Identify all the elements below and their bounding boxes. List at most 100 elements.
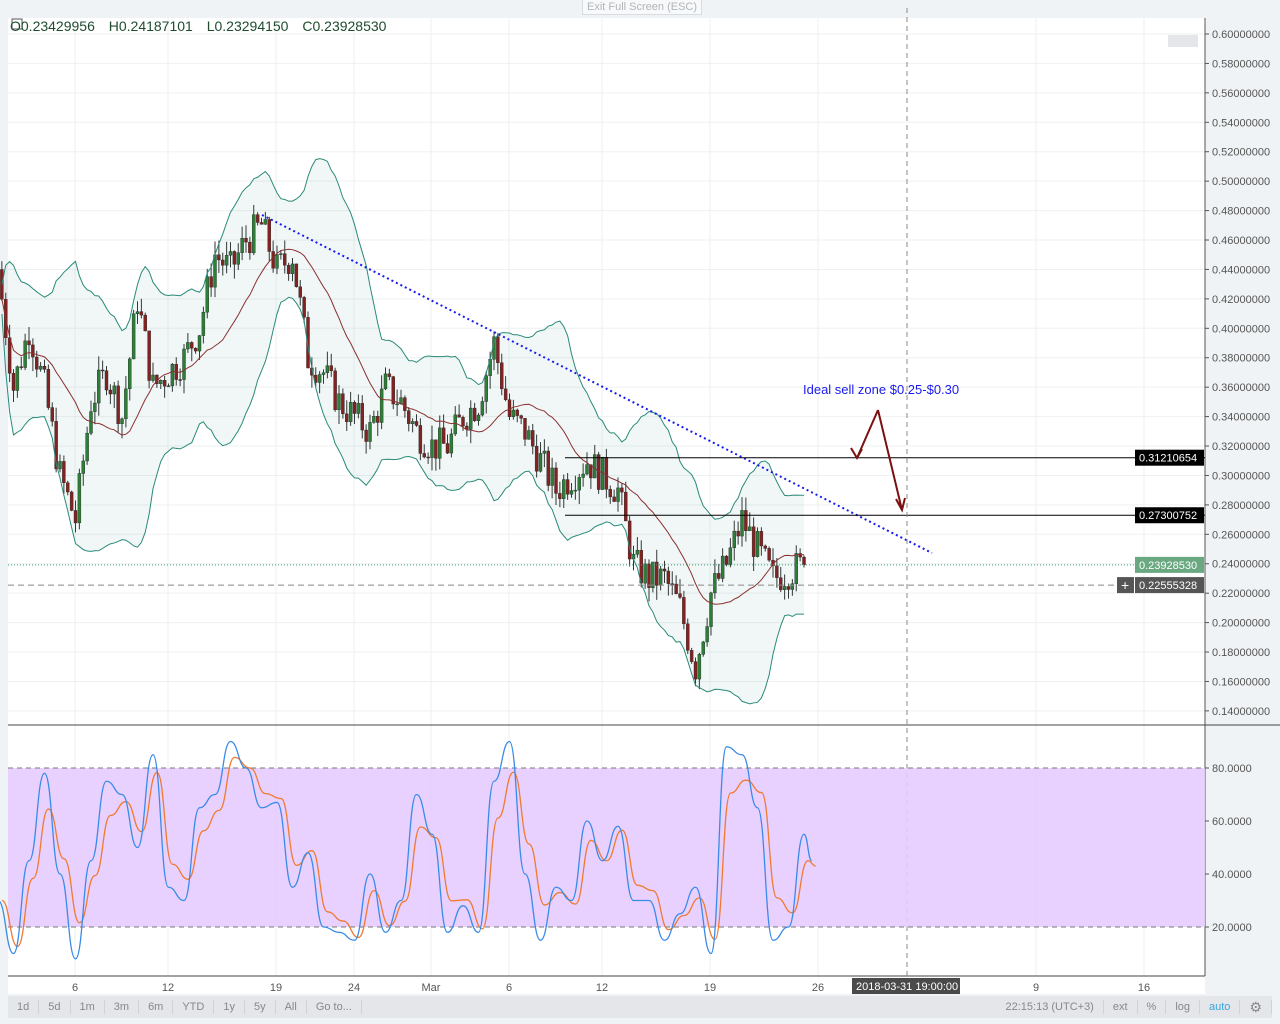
y-tick-label: 0.38000000	[1212, 353, 1270, 365]
candle-body	[736, 530, 740, 537]
candle-body	[709, 592, 713, 627]
y-tick-label: 0.60000000	[1212, 29, 1270, 41]
candle-body	[732, 530, 736, 548]
candle-body	[170, 364, 175, 387]
bottom-toolbar: 1d 5d 1m 3m 6m YTD 1y 5y All Go to... 22:15:13 (U…	[8, 996, 1272, 1018]
candle-body	[798, 553, 802, 558]
candle-body	[244, 237, 248, 243]
range-button-goto[interactable]: Go to...	[307, 1000, 362, 1014]
candle-body	[162, 380, 167, 387]
candle-body	[139, 311, 144, 316]
range-button-3m[interactable]: 3m	[105, 1000, 140, 1014]
candle-body	[356, 403, 361, 414]
candle-body	[306, 317, 310, 369]
x-tick-label: 6	[72, 982, 78, 994]
candle-body	[647, 563, 651, 588]
range-button-1y[interactable]: 1y	[214, 1000, 245, 1014]
x-tick-label: 24	[348, 982, 360, 994]
x-tick-label: Mar	[422, 982, 441, 994]
crosshair-date-bg	[852, 978, 960, 994]
candle-body	[720, 555, 725, 579]
candle-body	[54, 421, 58, 470]
candle-body	[686, 623, 690, 651]
candle-body	[224, 255, 229, 266]
candle-body	[565, 479, 570, 495]
candle-body	[325, 365, 330, 373]
candle-body	[387, 373, 392, 377]
candle-body	[608, 489, 612, 498]
range-button-5y[interactable]: 5y	[245, 1000, 276, 1014]
candle-body	[604, 456, 609, 490]
candle-body	[77, 473, 82, 524]
exit-fullscreen-button[interactable]: Exit Full Screen (ESC)	[582, 0, 703, 15]
candle-body	[232, 251, 237, 265]
candle-body	[128, 358, 132, 390]
candle-body	[348, 402, 353, 423]
candle-body	[255, 214, 260, 223]
y-tick-label: 0.30000000	[1212, 470, 1270, 482]
legend-open: O0.23429956	[10, 18, 95, 34]
%-toggle[interactable]: %	[1138, 1000, 1167, 1014]
candle-body	[352, 402, 357, 414]
candle-body	[794, 553, 798, 584]
range-button-6m[interactable]: 6m	[139, 1000, 174, 1014]
candle-body	[519, 415, 523, 419]
candle-body	[329, 365, 333, 372]
crosshair-price-label-bg	[1135, 577, 1204, 594]
candle-body	[360, 403, 364, 431]
settings-gear-icon[interactable]: ⚙	[1240, 1000, 1272, 1014]
bollinger-upper	[1, 158, 805, 520]
candle-body	[124, 388, 128, 420]
candle-body	[744, 510, 748, 532]
range-button-5d[interactable]: 5d	[39, 1000, 71, 1014]
candle-body	[693, 661, 698, 680]
candle-body	[523, 418, 527, 440]
candle-body	[395, 403, 399, 406]
range-button-all[interactable]: All	[276, 1000, 307, 1014]
candle-body	[35, 356, 39, 370]
candle-body	[42, 365, 47, 370]
log-toggle[interactable]: log	[1166, 1000, 1201, 1014]
candle-body	[166, 385, 171, 388]
candle-body	[767, 548, 771, 561]
candle-body	[655, 561, 659, 586]
candle-body	[546, 450, 550, 486]
y-tick-label: 0.22000000	[1212, 588, 1270, 600]
candle-body	[577, 477, 581, 491]
range-button-1d[interactable]: 1d	[8, 1000, 40, 1014]
candle-body	[441, 427, 446, 444]
candle-body	[240, 237, 244, 253]
range-button-ytd[interactable]: YTD	[173, 1000, 215, 1014]
y-tick-label: 0.34000000	[1212, 412, 1270, 424]
candle-body	[651, 561, 655, 588]
stoch-k-line	[0, 740, 813, 960]
candle-body	[186, 342, 190, 350]
candle-body	[321, 372, 326, 375]
candle-body	[383, 373, 388, 390]
candle-body	[662, 568, 667, 572]
ext-toggle[interactable]: ext	[1104, 1000, 1138, 1014]
candle-body	[438, 427, 442, 459]
candle-body	[430, 439, 434, 458]
candle-body	[434, 439, 438, 459]
candle-body	[159, 380, 163, 384]
candle-body	[236, 252, 240, 265]
y-tick-label: 0.54000000	[1212, 117, 1270, 129]
candle-body	[674, 583, 678, 594]
candle-body	[372, 416, 376, 423]
range-button-1m[interactable]: 1m	[71, 1000, 105, 1014]
auto-toggle[interactable]: auto	[1200, 1000, 1241, 1014]
add-alert-button-bg[interactable]	[1117, 577, 1134, 594]
pane-controls-icon[interactable]	[1168, 35, 1198, 47]
candle-body	[19, 366, 23, 368]
candle-body	[500, 362, 504, 390]
candle-body	[775, 565, 779, 578]
candle-body	[182, 348, 186, 380]
candle-body	[221, 259, 225, 266]
candle-body	[624, 491, 628, 522]
candle-body	[449, 433, 454, 454]
candle-body	[457, 414, 461, 418]
candle-body	[538, 453, 543, 472]
